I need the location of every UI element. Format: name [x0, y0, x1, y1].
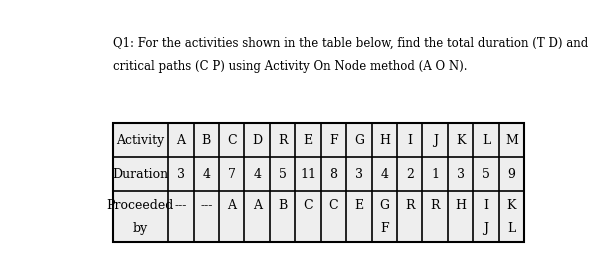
Text: 3: 3	[457, 168, 464, 181]
Text: by: by	[133, 222, 148, 235]
Text: Q1: For the activities shown in the table below, find the total duration (T D) a: Q1: For the activities shown in the tabl…	[113, 36, 588, 49]
Text: Activity: Activity	[116, 134, 165, 147]
Text: A: A	[227, 199, 236, 212]
Text: F: F	[380, 222, 389, 235]
Text: K: K	[507, 199, 516, 212]
Text: K: K	[456, 134, 466, 147]
Text: critical paths (C P) using Activity On Node method (A O N).: critical paths (C P) using Activity On N…	[113, 60, 467, 73]
Text: L: L	[507, 222, 516, 235]
Text: C: C	[303, 199, 313, 212]
Text: C: C	[227, 134, 237, 147]
Text: 4: 4	[381, 168, 388, 181]
Text: J: J	[483, 222, 489, 235]
Text: R: R	[405, 199, 414, 212]
Text: G: G	[354, 134, 364, 147]
Text: H: H	[455, 199, 466, 212]
Text: 9: 9	[507, 168, 516, 181]
Text: 3: 3	[355, 168, 363, 181]
Text: I: I	[407, 134, 412, 147]
Text: I: I	[483, 199, 489, 212]
Text: 8: 8	[329, 168, 337, 181]
Text: 3: 3	[177, 168, 185, 181]
Text: ---: ---	[175, 199, 187, 212]
Text: ---: ---	[200, 199, 212, 212]
Text: M: M	[505, 134, 518, 147]
Text: C: C	[329, 199, 338, 212]
Text: 7: 7	[228, 168, 235, 181]
Text: G: G	[379, 199, 389, 212]
Text: 2: 2	[406, 168, 414, 181]
Text: Proceeded: Proceeded	[107, 199, 174, 212]
Text: 4: 4	[253, 168, 261, 181]
Text: 1: 1	[431, 168, 439, 181]
Text: 5: 5	[278, 168, 287, 181]
Text: B: B	[202, 134, 211, 147]
Text: F: F	[329, 134, 337, 147]
Text: 11: 11	[300, 168, 316, 181]
Text: J: J	[432, 134, 438, 147]
Text: R: R	[278, 134, 287, 147]
Text: Duration: Duration	[112, 168, 169, 181]
Text: E: E	[355, 199, 363, 212]
Text: L: L	[482, 134, 490, 147]
Text: 4: 4	[202, 168, 210, 181]
Text: 5: 5	[482, 168, 490, 181]
Text: D: D	[252, 134, 262, 147]
Text: H: H	[379, 134, 390, 147]
Text: A: A	[176, 134, 185, 147]
Text: R: R	[430, 199, 440, 212]
Text: B: B	[278, 199, 287, 212]
Text: E: E	[303, 134, 313, 147]
Text: A: A	[253, 199, 261, 212]
